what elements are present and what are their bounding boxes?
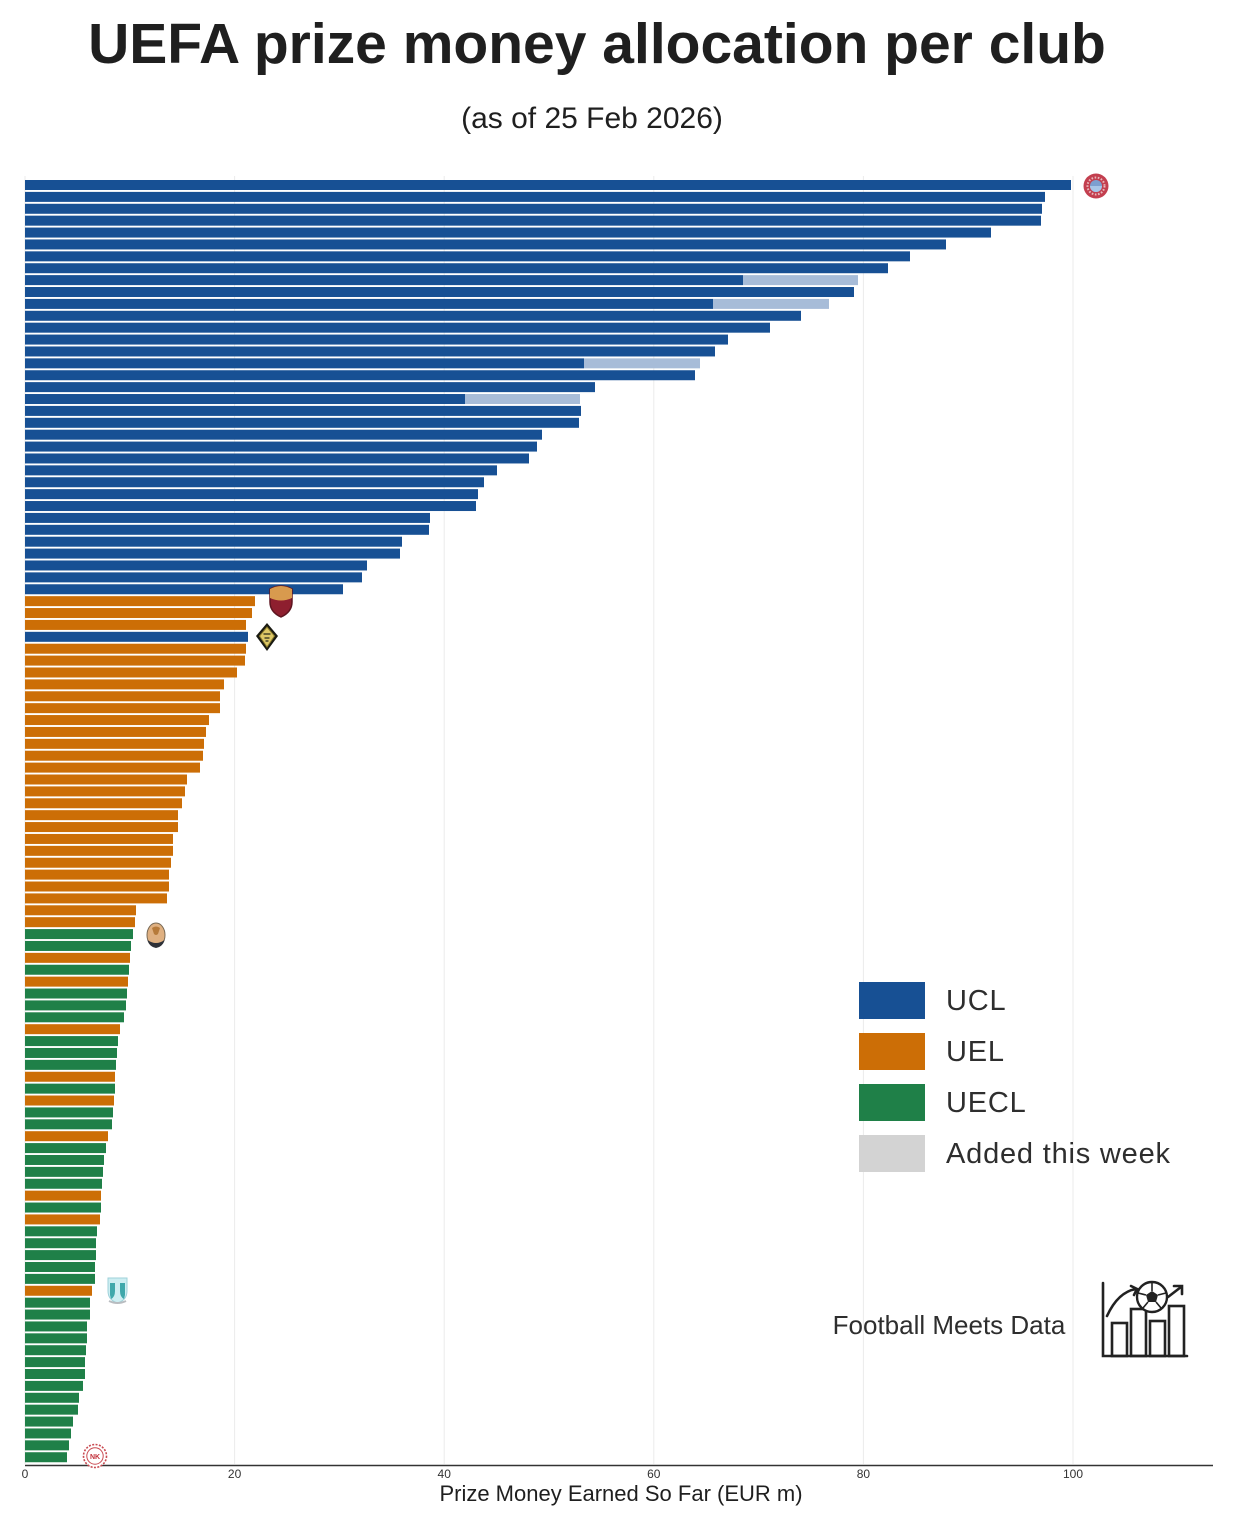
- svg-text:UECL: UECL: [946, 1087, 1027, 1119]
- svg-text:NK: NK: [90, 1454, 100, 1461]
- svg-text:Added this week: Added this week: [946, 1138, 1171, 1170]
- svg-text:20: 20: [228, 1467, 242, 1481]
- svg-text:80: 80: [857, 1467, 871, 1481]
- svg-text:UEFA prize money allocation pe: UEFA prize money allocation per club: [88, 12, 1106, 76]
- svg-text:(as of 25 Feb 2026): (as of 25 Feb 2026): [461, 102, 723, 135]
- svg-text:100: 100: [1063, 1467, 1083, 1481]
- svg-text:Football Meets Data: Football Meets Data: [833, 1310, 1066, 1340]
- svg-text:Prize Money Earned So Far (EUR: Prize Money Earned So Far (EUR m): [439, 1481, 802, 1506]
- svg-text:40: 40: [438, 1467, 452, 1481]
- svg-text:60: 60: [647, 1467, 661, 1481]
- svg-text:UCL: UCL: [946, 985, 1006, 1017]
- svg-text:UEL: UEL: [946, 1036, 1005, 1068]
- svg-text:0: 0: [22, 1467, 29, 1481]
